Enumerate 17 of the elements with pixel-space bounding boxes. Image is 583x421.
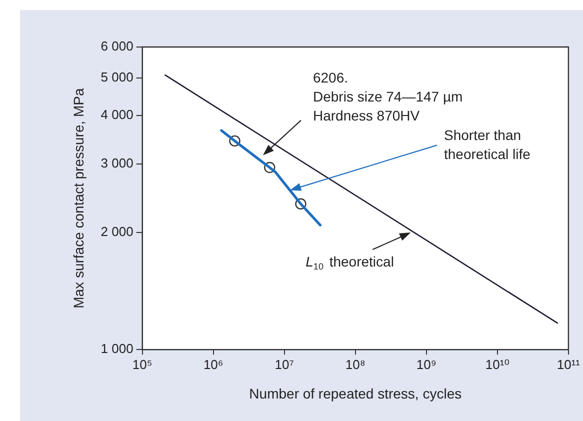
x-tick-label: 10⁶ — [203, 356, 224, 372]
x-axis-title: Number of repeated stress, cycles — [249, 385, 462, 402]
annotation: Shorter than theoretical life — [444, 127, 531, 162]
annotation: 6206. Debris size 74—147 µm Hardness 870HV — [312, 69, 463, 124]
y-tick-label: 2 000 — [100, 224, 134, 240]
y-tick-label: 6 000 — [100, 38, 134, 54]
y-tick-label: 5 000 — [100, 69, 134, 84]
x-tick-label: 10¹⁰ — [485, 356, 510, 372]
x-tick-label: 10¹¹ — [556, 356, 581, 372]
y-tick-label: 4 000 — [100, 107, 134, 122]
y-tick-label: 3 000 — [100, 156, 134, 171]
x-tick-label: 10⁷ — [274, 356, 294, 372]
x-tick-label: 10⁵ — [132, 356, 152, 372]
x-tick-label: 10⁸ — [345, 356, 366, 372]
y-tick-label: 1 000 — [100, 341, 134, 356]
x-tick-label: 10⁹ — [416, 356, 436, 372]
y-axis-title: Max surface contact pressure, MPa — [70, 88, 86, 308]
